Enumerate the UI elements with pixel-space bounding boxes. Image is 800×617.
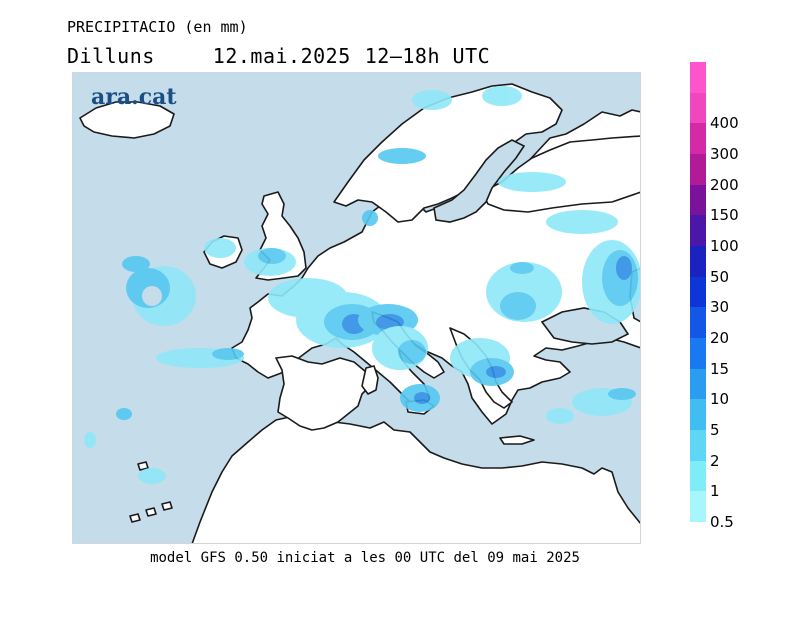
legend-label: 15 (710, 359, 730, 378)
legend-label: 20 (710, 329, 730, 347)
legend-label: 150 (710, 206, 739, 225)
iceland (79, 101, 175, 139)
legend-label: 0.5 (710, 513, 734, 531)
legend-swatch (690, 154, 706, 185)
map-title: PRECIPITACIO (en mm) (67, 18, 248, 36)
legend-swatch (690, 92, 706, 124)
forecast-day: Dilluns (67, 44, 155, 68)
corsica-sardinia (361, 365, 379, 395)
legend-label: 400 (710, 114, 739, 133)
legend-label: 2 (710, 451, 720, 470)
legend-swatch (690, 246, 706, 277)
canary-islands (129, 501, 173, 523)
precipitation-legend: 0.5 1 2 5 10 15 20 30 50 100 150 200 300 400 (690, 62, 780, 531)
iberian-peninsula (275, 355, 373, 431)
legend-label: 200 (710, 175, 739, 194)
legend-label: 30 (710, 298, 730, 317)
forecast-period: Dilluns 12.mai.2025 12–18h UTC (67, 44, 490, 68)
legend-label: 5 (710, 421, 720, 439)
legend-swatch-top (690, 62, 706, 93)
forecast-date: 12.mai.2025 (212, 44, 351, 68)
legend-swatch (690, 276, 706, 308)
legend-label: 100 (710, 237, 739, 255)
baltic-sea (433, 139, 526, 223)
legend-swatch (690, 460, 706, 492)
legend-swatch (690, 307, 706, 338)
madeira (137, 461, 149, 471)
legend-swatch (690, 368, 706, 400)
precipitation-fields (84, 86, 641, 484)
legend-swatch (690, 215, 706, 246)
legend-label: 300 (710, 145, 739, 163)
legend-swatch (690, 491, 706, 522)
model-run-caption: model GFS 0.50 iniciat a les 00 UTC del … (150, 550, 580, 566)
legend-label: 1 (710, 482, 720, 501)
legend-swatch (690, 430, 706, 461)
finland (481, 135, 641, 213)
forecast-hours: 12–18h UTC (364, 44, 491, 68)
legend-swatch (690, 123, 706, 154)
legend-swatch (690, 184, 706, 216)
legend-label: 10 (710, 390, 730, 409)
crete (499, 435, 535, 445)
legend-swatch (690, 338, 706, 369)
precipitation-map (72, 72, 641, 544)
ara-cat-logo: ara.cat (91, 84, 177, 110)
legend-swatch (690, 399, 706, 430)
legend-label: 50 (710, 267, 730, 286)
map-frame (72, 72, 641, 544)
